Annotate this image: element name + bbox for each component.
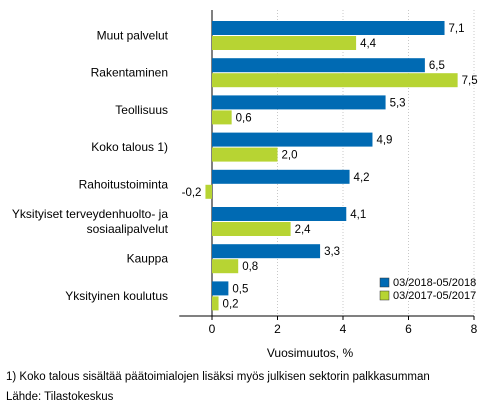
data-label: 4,4 — [360, 38, 377, 50]
data-label: 4,1 — [350, 209, 366, 221]
bars — [205, 21, 458, 311]
bar — [212, 73, 458, 88]
data-label: 0,8 — [242, 261, 258, 273]
data-labels: 7,1 4,4 6,5 7,5 5,3 0,6 4,9 2,0 4,2 -0,2 4,1 2,4 3,3… — [182, 23, 478, 310]
bar — [212, 36, 357, 50]
data-label: 7,5 — [462, 75, 478, 87]
data-label: 5,3 — [390, 97, 406, 109]
x-tick-label: 8 — [471, 322, 478, 336]
data-label: 7,1 — [449, 23, 465, 35]
x-axis-ticks: 0 2 4 6 8 — [179, 315, 478, 336]
bar — [212, 110, 232, 125]
data-label: 3,3 — [324, 246, 340, 258]
data-label: 0,2 — [223, 298, 239, 310]
bar — [212, 244, 321, 259]
category-label: Yksityiset terveydenhuolto- ja — [12, 207, 168, 221]
x-tick-label: 0 — [209, 322, 216, 336]
category-labels: Muut palvelut Rakentaminen Teollisuus Koko … — [12, 29, 169, 303]
data-label: 4,9 — [376, 135, 392, 147]
data-label: 4,2 — [354, 172, 370, 184]
category-label: sosiaalipalvelut — [87, 222, 169, 236]
category-label: Teollisuus — [115, 103, 168, 117]
bar — [212, 147, 278, 162]
bar — [212, 296, 219, 311]
data-label: 0,5 — [232, 283, 248, 295]
bar — [212, 95, 386, 110]
bar — [212, 132, 373, 147]
data-label: 6,5 — [429, 60, 445, 72]
bar — [212, 58, 425, 73]
bar — [212, 259, 239, 274]
x-axis-label: Vuosimuutos, % — [267, 346, 354, 360]
bar — [212, 281, 229, 296]
category-label: Kauppa — [127, 252, 169, 266]
data-label: 0,6 — [236, 112, 252, 124]
bar — [212, 169, 350, 184]
category-label: Rahoitustoiminta — [79, 177, 169, 191]
data-label: 2,4 — [295, 224, 312, 236]
x-tick-label: 6 — [405, 322, 412, 336]
legend-label: 03/2017-05/2017 — [393, 290, 476, 302]
x-tick-label: 2 — [274, 322, 281, 336]
legend-swatch — [379, 290, 390, 301]
data-label: -0,2 — [182, 187, 202, 199]
category-label: Yksityinen koulutus — [65, 289, 168, 303]
legend-swatch — [379, 277, 390, 288]
footnote: 1) Koko talous sisältää päätoimialojen l… — [6, 371, 430, 383]
data-label: 2,0 — [282, 150, 298, 162]
category-label: Koko talous 1) — [91, 140, 168, 154]
bar — [205, 184, 212, 199]
category-label: Rakentaminen — [91, 66, 168, 80]
bar — [212, 222, 291, 236]
legend-label: 03/2018-05/2018 — [393, 277, 476, 289]
x-tick-label: 4 — [340, 322, 347, 336]
bar — [212, 207, 347, 221]
bar — [212, 21, 445, 35]
category-label: Muut palvelut — [97, 29, 169, 43]
bar-chart: 7,1 4,4 6,5 7,5 5,3 0,6 4,9 2,0 4,2 -0,2 4,1 2,4 3,3… — [12, 10, 478, 360]
source-note: Lähde: Tilastokeskus — [6, 391, 114, 403]
